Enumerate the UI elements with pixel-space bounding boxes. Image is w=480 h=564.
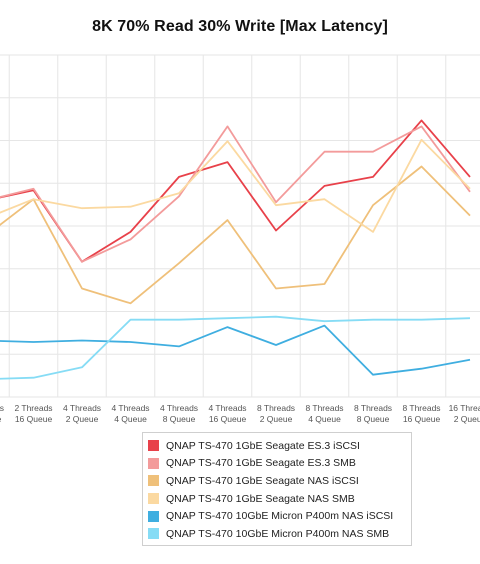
legend-item[interactable]: QNAP TS-470 1GbE Seagate ES.3 SMB — [148, 455, 411, 473]
legend-item[interactable]: QNAP TS-470 1GbE Seagate NAS iSCSI — [148, 472, 411, 490]
legend-swatch — [148, 475, 159, 487]
series-line-1 — [0, 125, 471, 263]
x-tick-label: 8 Threads 8 Queue — [354, 403, 392, 424]
series-line-4 — [0, 324, 471, 376]
legend-item[interactable]: QNAP TS-470 10GbE Micron P400m NAS iSCSI — [148, 507, 411, 525]
series-line-0 — [0, 119, 471, 263]
legend-swatch — [148, 440, 159, 452]
legend[interactable]: QNAP TS-470 1GbE Seagate ES.3 iSCSI QNAP … — [142, 432, 412, 546]
series-line-5 — [0, 315, 471, 380]
x-tick-label: 8 Threads 2 Queue — [257, 403, 295, 424]
x-tick-label: 4 Threads 2 Queue — [63, 403, 101, 424]
legend-swatch — [148, 493, 159, 505]
x-tick-label: 4 Threads 8 Queue — [160, 403, 198, 424]
x-tick-label: 8 Threads 4 Queue — [305, 403, 343, 424]
series-lines — [0, 119, 471, 380]
legend-swatch — [148, 457, 159, 469]
legend-swatch — [148, 528, 159, 540]
legend-item[interactable]: QNAP TS-470 10GbE Micron P400m NAS SMB — [148, 525, 411, 543]
x-tick-label: 4 Threads 4 Queue — [111, 403, 149, 424]
legend-swatch — [148, 510, 159, 522]
legend-item[interactable]: QNAP TS-470 1GbE Seagate NAS SMB — [148, 490, 411, 508]
legend-label: QNAP TS-470 1GbE Seagate ES.3 SMB — [166, 457, 356, 470]
series-line-3 — [0, 138, 471, 233]
chart-title: 8K 70% Read 30% Write [Max Latency] — [92, 18, 388, 35]
legend-label: QNAP TS-470 1GbE Seagate ES.3 iSCSI — [166, 439, 360, 452]
gridlines — [0, 54, 480, 398]
x-tick-label: 8 Threads 16 Queue — [402, 403, 440, 424]
x-tick-label: 2 Threads 16 Queue — [14, 403, 52, 424]
x-tick-label: 4 Threads 16 Queue — [208, 403, 246, 424]
series-line-2 — [0, 165, 471, 305]
legend-label: QNAP TS-470 1GbE Seagate NAS iSCSI — [166, 474, 359, 487]
legend-label: QNAP TS-470 1GbE Seagate NAS SMB — [166, 492, 355, 505]
legend-label: QNAP TS-470 10GbE Micron P400m NAS iSCSI — [166, 510, 394, 523]
legend-label: QNAP TS-470 10GbE Micron P400m NAS SMB — [166, 527, 390, 540]
legend-item[interactable]: QNAP TS-470 1GbE Seagate ES.3 iSCSI — [148, 437, 411, 455]
